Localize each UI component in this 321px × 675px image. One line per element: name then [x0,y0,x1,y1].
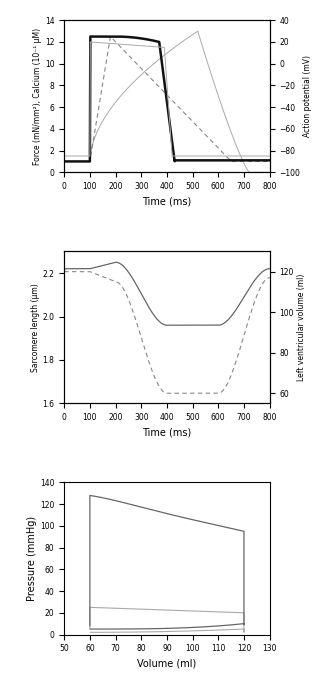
Y-axis label: Sarcomere length (μm): Sarcomere length (μm) [31,283,40,372]
Y-axis label: Left ventricular volume (ml): Left ventricular volume (ml) [297,273,306,381]
Y-axis label: Action potential (mV): Action potential (mV) [303,55,312,137]
X-axis label: Time (ms): Time (ms) [142,428,192,437]
X-axis label: Time (ms): Time (ms) [142,196,192,207]
Y-axis label: Pressure (mmHg): Pressure (mmHg) [27,516,37,601]
X-axis label: Volume (ml): Volume (ml) [137,659,196,669]
Y-axis label: Force (mN/mm²), Calcium (10⁻¹ μM): Force (mN/mm²), Calcium (10⁻¹ μM) [33,28,42,165]
